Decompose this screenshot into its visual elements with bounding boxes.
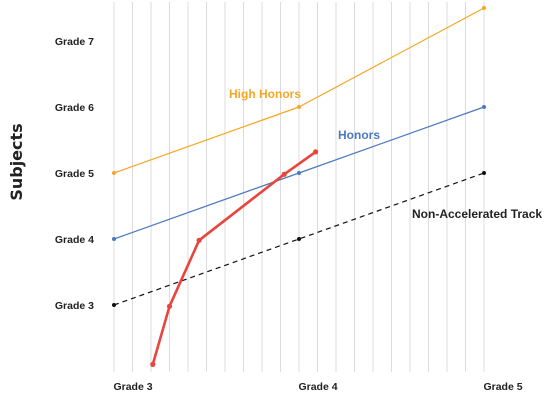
x-tick-label: Grade 4 bbox=[298, 381, 337, 393]
data-point bbox=[166, 303, 173, 309]
x-axis-ticks: Grade 3 Grade 4 Grade 5 bbox=[113, 381, 522, 393]
y-tick-label: Grade 3 bbox=[55, 300, 94, 312]
grid bbox=[113, 2, 485, 372]
data-point bbox=[482, 6, 486, 10]
data-point bbox=[297, 105, 301, 109]
data-point bbox=[297, 237, 301, 241]
x-tick-label: Grade 3 bbox=[113, 381, 152, 393]
data-point bbox=[297, 171, 301, 175]
data-point bbox=[150, 361, 156, 367]
data-point bbox=[112, 171, 116, 175]
data-point bbox=[112, 303, 116, 307]
y-axis-ticks: Grade 3 Grade 4 Grade 5 Grade 6 Grade 7 bbox=[55, 36, 94, 312]
series-name-label: Honors bbox=[338, 128, 380, 142]
series-line bbox=[151, 150, 317, 365]
data-point bbox=[313, 149, 319, 155]
series-lines bbox=[112, 6, 486, 367]
y-tick-label: Grade 6 bbox=[55, 102, 94, 114]
x-tick-label: Grade 5 bbox=[483, 381, 522, 393]
data-point bbox=[281, 171, 287, 177]
data-point bbox=[482, 105, 486, 109]
y-tick-label: Grade 7 bbox=[55, 36, 94, 48]
y-tick-label: Grade 4 bbox=[55, 234, 94, 246]
y-tick-label: Grade 5 bbox=[55, 168, 94, 180]
series-labels: High Honors Honors Non-Accelerated Track bbox=[229, 87, 542, 221]
data-point bbox=[112, 237, 116, 241]
y-axis-title: Subjects bbox=[7, 123, 26, 200]
data-point bbox=[196, 237, 202, 243]
series-name-label: High Honors bbox=[229, 87, 301, 101]
series-name-label: Non-Accelerated Track bbox=[412, 207, 542, 221]
data-point bbox=[482, 171, 486, 175]
series-line bbox=[113, 172, 485, 306]
